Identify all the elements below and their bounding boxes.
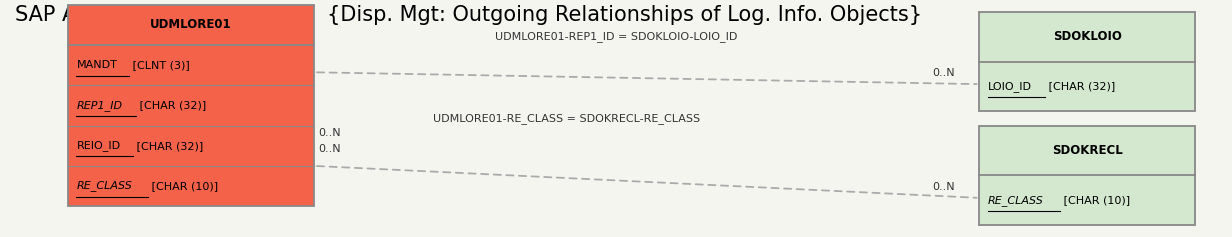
FancyBboxPatch shape <box>979 126 1195 225</box>
Text: UDMLORE01-REP1_ID = SDOKLOIO-LOIO_ID: UDMLORE01-REP1_ID = SDOKLOIO-LOIO_ID <box>495 31 737 42</box>
Text: REP1_ID: REP1_ID <box>76 100 122 111</box>
FancyBboxPatch shape <box>979 12 1195 111</box>
Text: 0..N: 0..N <box>318 128 340 138</box>
Text: [CHAR (32)]: [CHAR (32)] <box>1045 82 1115 91</box>
Text: SDOKRECL: SDOKRECL <box>1052 144 1122 157</box>
Text: UDMLORE01-RE_CLASS = SDOKRECL-RE_CLASS: UDMLORE01-RE_CLASS = SDOKRECL-RE_CLASS <box>434 113 700 124</box>
Text: [CHAR (10)]: [CHAR (10)] <box>1061 195 1130 205</box>
Text: 0..N: 0..N <box>933 68 955 78</box>
Text: MANDT: MANDT <box>76 60 117 70</box>
Text: [CLNT (3)]: [CLNT (3)] <box>129 60 190 70</box>
Text: REIO_ID: REIO_ID <box>76 140 121 151</box>
Text: LOIO_ID: LOIO_ID <box>988 81 1032 92</box>
Text: 0..N: 0..N <box>318 144 340 154</box>
Text: RE_CLASS: RE_CLASS <box>988 195 1044 206</box>
FancyBboxPatch shape <box>68 5 314 206</box>
Text: [CHAR (32)]: [CHAR (32)] <box>136 100 206 110</box>
Text: 0..N: 0..N <box>933 182 955 192</box>
Text: SAP ABAP table UDMLORE01  {Disp. Mgt: Outgoing Relationships of Log. Info. Objec: SAP ABAP table UDMLORE01 {Disp. Mgt: Out… <box>15 5 922 25</box>
Text: SDOKLOIO: SDOKLOIO <box>1053 30 1121 43</box>
Text: UDMLORE01: UDMLORE01 <box>150 18 232 31</box>
Text: RE_CLASS: RE_CLASS <box>76 181 132 191</box>
Text: [CHAR (32)]: [CHAR (32)] <box>133 141 203 151</box>
Text: [CHAR (10)]: [CHAR (10)] <box>149 181 218 191</box>
